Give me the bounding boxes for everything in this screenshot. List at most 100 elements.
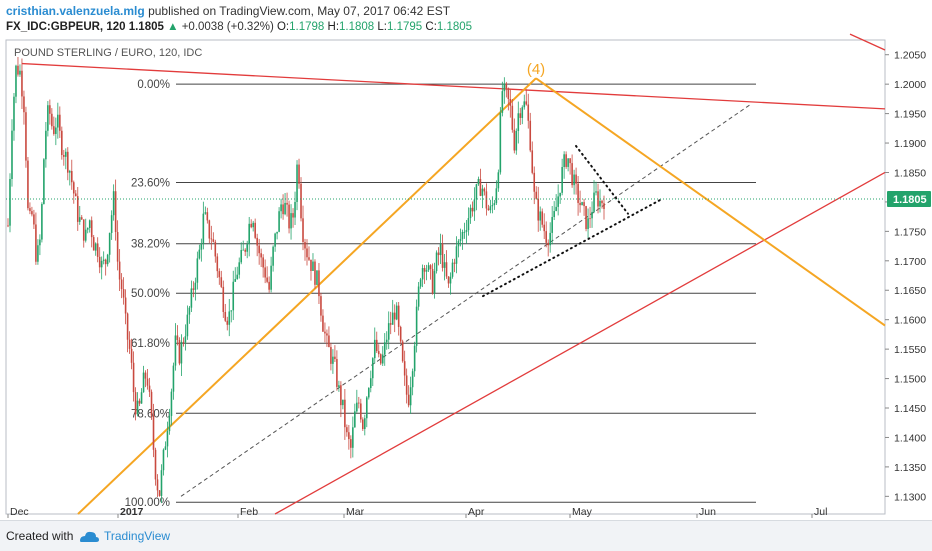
candle-body	[539, 211, 542, 221]
y-tick-label: 1.1850	[894, 167, 926, 179]
candle-body	[112, 191, 115, 216]
candle-body	[122, 289, 125, 298]
candle-body	[192, 288, 195, 290]
candle-body	[587, 218, 589, 229]
author-link[interactable]: cristhian.valenzuela.mlg	[6, 4, 145, 18]
candle-body	[375, 339, 378, 352]
candle-body	[523, 101, 526, 108]
tradingview-brand[interactable]: TradingView	[104, 529, 171, 543]
candle-body	[459, 239, 462, 241]
triangle-pattern[interactable]	[482, 144, 663, 298]
price-change: +0.0038 (+0.32%)	[181, 21, 274, 33]
x-tick-label: Jun	[699, 506, 716, 518]
candle-body	[82, 219, 85, 241]
candle-body	[475, 184, 478, 200]
candle-body	[242, 249, 245, 251]
candle-body	[202, 213, 205, 244]
trend-lines[interactable]	[21, 33, 886, 515]
candle-body	[362, 419, 364, 430]
candle-body	[98, 256, 101, 268]
publish-line: cristhian.valenzuela.mlg published on Tr…	[6, 4, 450, 18]
candle-body	[367, 388, 370, 398]
candle-body	[399, 326, 402, 342]
candle-body	[497, 172, 500, 189]
candle-body	[134, 392, 137, 415]
candle-body	[330, 347, 332, 364]
candle-body	[324, 331, 326, 334]
candle-body	[132, 362, 135, 393]
x-tick-label: Dec	[10, 506, 29, 518]
plot-area[interactable]	[5, 39, 886, 515]
last-price-badge-label: 1.1805	[893, 194, 927, 206]
symbol-label: FX_IDC:GBPEUR, 120	[6, 21, 126, 33]
candle-body	[354, 411, 356, 428]
fib-level-label: 38.20%	[131, 239, 170, 251]
candle-body	[25, 112, 27, 161]
candle-body	[298, 164, 300, 184]
candle-body	[407, 394, 410, 406]
fib-retracement[interactable]: 0.00% 23.60% 38.20% 50.00% 61.80% 78.60% 100.0…	[125, 79, 756, 509]
candle-body	[491, 205, 494, 207]
candle-body	[350, 439, 352, 448]
candle-body	[425, 270, 428, 272]
candle-body	[166, 431, 169, 447]
candle-body	[441, 244, 444, 268]
candle-body	[431, 268, 434, 294]
candle-body	[61, 130, 63, 156]
candle-body	[240, 250, 243, 263]
candle-body	[178, 339, 181, 364]
candle-body	[214, 241, 217, 257]
candle-body	[387, 323, 390, 340]
candle-body	[569, 158, 571, 164]
candle-body	[427, 265, 430, 271]
candle-body	[415, 306, 418, 346]
candle-body	[88, 220, 91, 228]
candle-body	[76, 196, 79, 222]
candle-body	[232, 281, 235, 311]
candle-body	[595, 191, 597, 193]
candle-body	[118, 261, 121, 280]
candle-body	[180, 341, 183, 364]
candle-body	[527, 104, 530, 121]
candle-body	[585, 206, 587, 229]
candle-body	[397, 305, 400, 327]
candle-body	[37, 245, 39, 262]
price-axis[interactable]: 1.20501.20001.19501.19001.18501.18001.17…	[885, 50, 926, 504]
candle-body	[385, 339, 388, 343]
triangle-upper-line	[575, 144, 629, 215]
candle-body	[72, 182, 75, 194]
candle-body	[481, 188, 484, 196]
candle-body	[31, 211, 33, 215]
price-chart[interactable]: 0.00% 23.60% 38.20% 50.00% 61.80% 78.60% 100.0…	[0, 0, 932, 520]
tradingview-cloud-icon[interactable]	[78, 528, 100, 544]
candle-body	[90, 220, 93, 238]
candle-body	[348, 432, 350, 440]
candle-body	[487, 208, 490, 211]
candle-body	[391, 312, 394, 325]
candle-body	[306, 248, 308, 258]
candle-body	[268, 281, 270, 290]
candle-body	[236, 274, 239, 280]
candle-body	[505, 83, 508, 89]
candle-body	[274, 233, 276, 247]
candle-body	[579, 202, 581, 206]
candle-body	[266, 277, 268, 282]
last-price: 1.1805	[128, 21, 164, 33]
candle-body	[63, 155, 65, 157]
candle-body	[156, 479, 159, 491]
candle-body	[328, 335, 330, 348]
candle-body	[338, 385, 340, 387]
candle-body	[188, 307, 191, 315]
y-tick-label: 1.1600	[894, 315, 926, 327]
candle-body	[286, 202, 288, 205]
candle-body	[457, 240, 460, 247]
candle-body	[365, 397, 368, 419]
candle-body	[278, 211, 280, 232]
time-axis[interactable]: Dec 2017 Feb Mar Apr May Jun Jul	[7, 506, 827, 518]
candle-body	[114, 191, 117, 233]
candle-body	[182, 341, 185, 343]
candle-body	[276, 231, 278, 234]
candle-body	[336, 359, 338, 387]
candle-body	[439, 244, 442, 256]
candle-body	[501, 91, 504, 113]
